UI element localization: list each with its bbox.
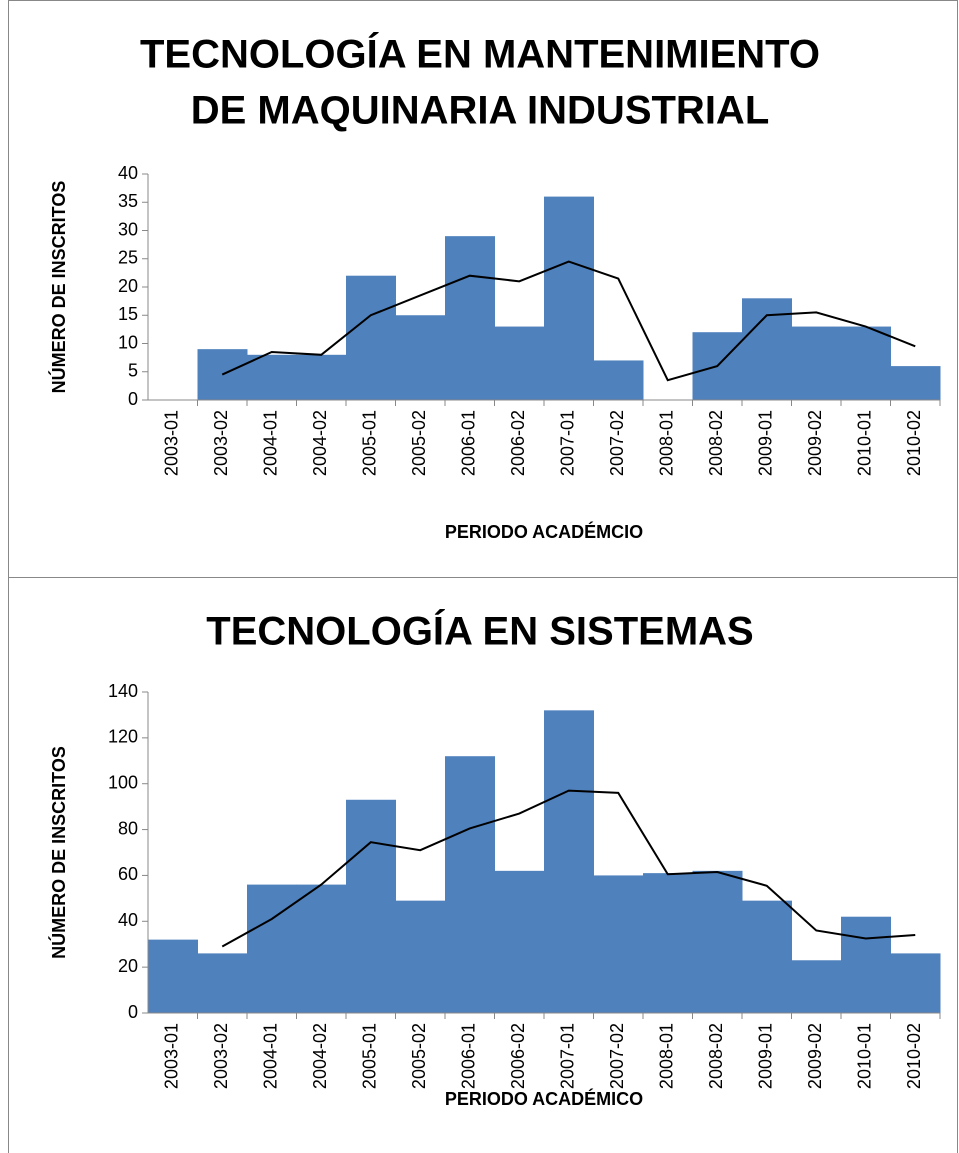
x-tick-label: 2005-01 bbox=[360, 410, 380, 476]
y-tick-label: 60 bbox=[118, 864, 138, 884]
bar bbox=[692, 870, 743, 1013]
y-tick-label: 0 bbox=[128, 389, 138, 409]
x-tick-label: 2007-01 bbox=[558, 410, 578, 476]
y-tick-label: 5 bbox=[128, 361, 138, 381]
bar bbox=[643, 873, 693, 1013]
x-tick-label: 2004-02 bbox=[310, 1023, 330, 1089]
y-tick-label: 80 bbox=[118, 818, 138, 838]
y-tick-label: 120 bbox=[108, 727, 138, 747]
bar bbox=[841, 326, 891, 400]
moving-average-line bbox=[221, 789, 916, 948]
y-tick-label: 100 bbox=[108, 772, 138, 792]
bar bbox=[791, 326, 842, 400]
chart-title: TECNOLOGÍA EN SISTEMAS bbox=[206, 609, 753, 654]
x-tick-label: 2006-02 bbox=[508, 410, 528, 476]
x-tick-label: 2007-01 bbox=[558, 1023, 578, 1089]
y-tick-label: 40 bbox=[118, 910, 138, 930]
x-tick-label: 2003-02 bbox=[211, 410, 231, 476]
bar bbox=[544, 710, 594, 1013]
bar bbox=[445, 756, 495, 1013]
chart-title: TECNOLOGÍA EN MANTENIMIENTO bbox=[140, 32, 820, 77]
bar bbox=[346, 799, 396, 1013]
chart-title: DE MAQUINARIA INDUSTRIAL bbox=[191, 89, 770, 133]
x-tick-label: 2007-02 bbox=[607, 410, 627, 476]
bar bbox=[593, 360, 644, 400]
y-tick-label: 35 bbox=[118, 191, 138, 211]
bar bbox=[346, 275, 396, 400]
y-tick-label: 15 bbox=[118, 304, 138, 324]
moving-average-line bbox=[221, 260, 916, 382]
bar bbox=[742, 900, 792, 1013]
x-tick-label: 2008-01 bbox=[657, 410, 677, 476]
bar bbox=[791, 960, 842, 1013]
x-tick-label: 2010-01 bbox=[855, 410, 875, 476]
bar bbox=[148, 939, 198, 1013]
y-tick-label: 25 bbox=[118, 248, 138, 268]
y-axis-title: NÚMERO DE INSCRITOS bbox=[48, 746, 69, 959]
y-tick-label: 140 bbox=[108, 681, 138, 701]
bar bbox=[395, 900, 446, 1013]
bar bbox=[494, 326, 545, 400]
x-tick-label: 2006-02 bbox=[508, 1023, 528, 1089]
x-tick-label: 2010-02 bbox=[904, 410, 924, 476]
bar bbox=[395, 315, 446, 400]
bar bbox=[890, 366, 941, 400]
chart-frame bbox=[8, 577, 958, 1153]
x-tick-label: 2004-01 bbox=[261, 410, 281, 476]
x-tick-label: 2010-02 bbox=[904, 1023, 924, 1089]
bar bbox=[841, 916, 891, 1013]
x-axis-title: PERIODO ACADÉMCIO bbox=[445, 521, 643, 542]
bar bbox=[296, 884, 347, 1013]
bar bbox=[247, 884, 297, 1013]
y-tick-label: 10 bbox=[118, 332, 138, 352]
x-tick-label: 2003-02 bbox=[211, 1023, 231, 1089]
x-tick-label: 2007-02 bbox=[607, 1023, 627, 1089]
x-tick-label: 2008-02 bbox=[706, 1023, 726, 1089]
y-tick-label: 30 bbox=[118, 219, 138, 239]
bar bbox=[197, 953, 248, 1013]
bar bbox=[445, 236, 495, 400]
x-tick-label: 2005-01 bbox=[360, 1023, 380, 1089]
bar bbox=[593, 875, 644, 1013]
x-axis-title: PERIODO ACADÉMICO bbox=[445, 1088, 643, 1109]
x-tick-label: 2004-01 bbox=[261, 1023, 281, 1089]
bar bbox=[296, 354, 347, 400]
bar bbox=[494, 870, 545, 1013]
x-tick-label: 2005-02 bbox=[409, 1023, 429, 1089]
x-tick-label: 2010-01 bbox=[855, 1023, 875, 1089]
x-tick-label: 2009-02 bbox=[805, 410, 825, 476]
bar bbox=[247, 354, 297, 400]
y-tick-label: 40 bbox=[118, 163, 138, 183]
x-tick-label: 2008-02 bbox=[706, 410, 726, 476]
x-tick-label: 2003-01 bbox=[162, 1023, 182, 1089]
y-tick-label: 0 bbox=[128, 1002, 138, 1022]
y-tick-label: 20 bbox=[118, 276, 138, 296]
bar bbox=[544, 196, 594, 400]
x-tick-label: 2006-01 bbox=[459, 410, 479, 476]
x-tick-label: 2005-02 bbox=[409, 410, 429, 476]
x-tick-label: 2009-01 bbox=[756, 1023, 776, 1089]
bar bbox=[890, 953, 941, 1013]
y-tick-label: 20 bbox=[118, 956, 138, 976]
x-tick-label: 2006-01 bbox=[459, 1023, 479, 1089]
x-tick-label: 2009-01 bbox=[756, 410, 776, 476]
x-tick-label: 2003-01 bbox=[162, 410, 182, 476]
y-axis-title: NÚMERO DE INSCRITOS bbox=[48, 181, 69, 394]
x-tick-label: 2004-02 bbox=[310, 410, 330, 476]
x-tick-label: 2009-02 bbox=[805, 1023, 825, 1089]
x-tick-label: 2008-01 bbox=[657, 1023, 677, 1089]
